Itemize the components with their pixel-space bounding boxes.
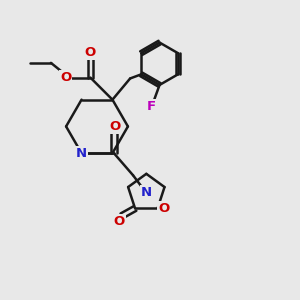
Text: O: O xyxy=(113,215,124,228)
Text: O: O xyxy=(85,46,96,59)
Text: F: F xyxy=(147,100,156,112)
Text: N: N xyxy=(141,187,152,200)
Text: O: O xyxy=(158,202,170,215)
Text: O: O xyxy=(110,120,121,133)
Text: O: O xyxy=(60,71,71,84)
Text: N: N xyxy=(76,147,87,160)
